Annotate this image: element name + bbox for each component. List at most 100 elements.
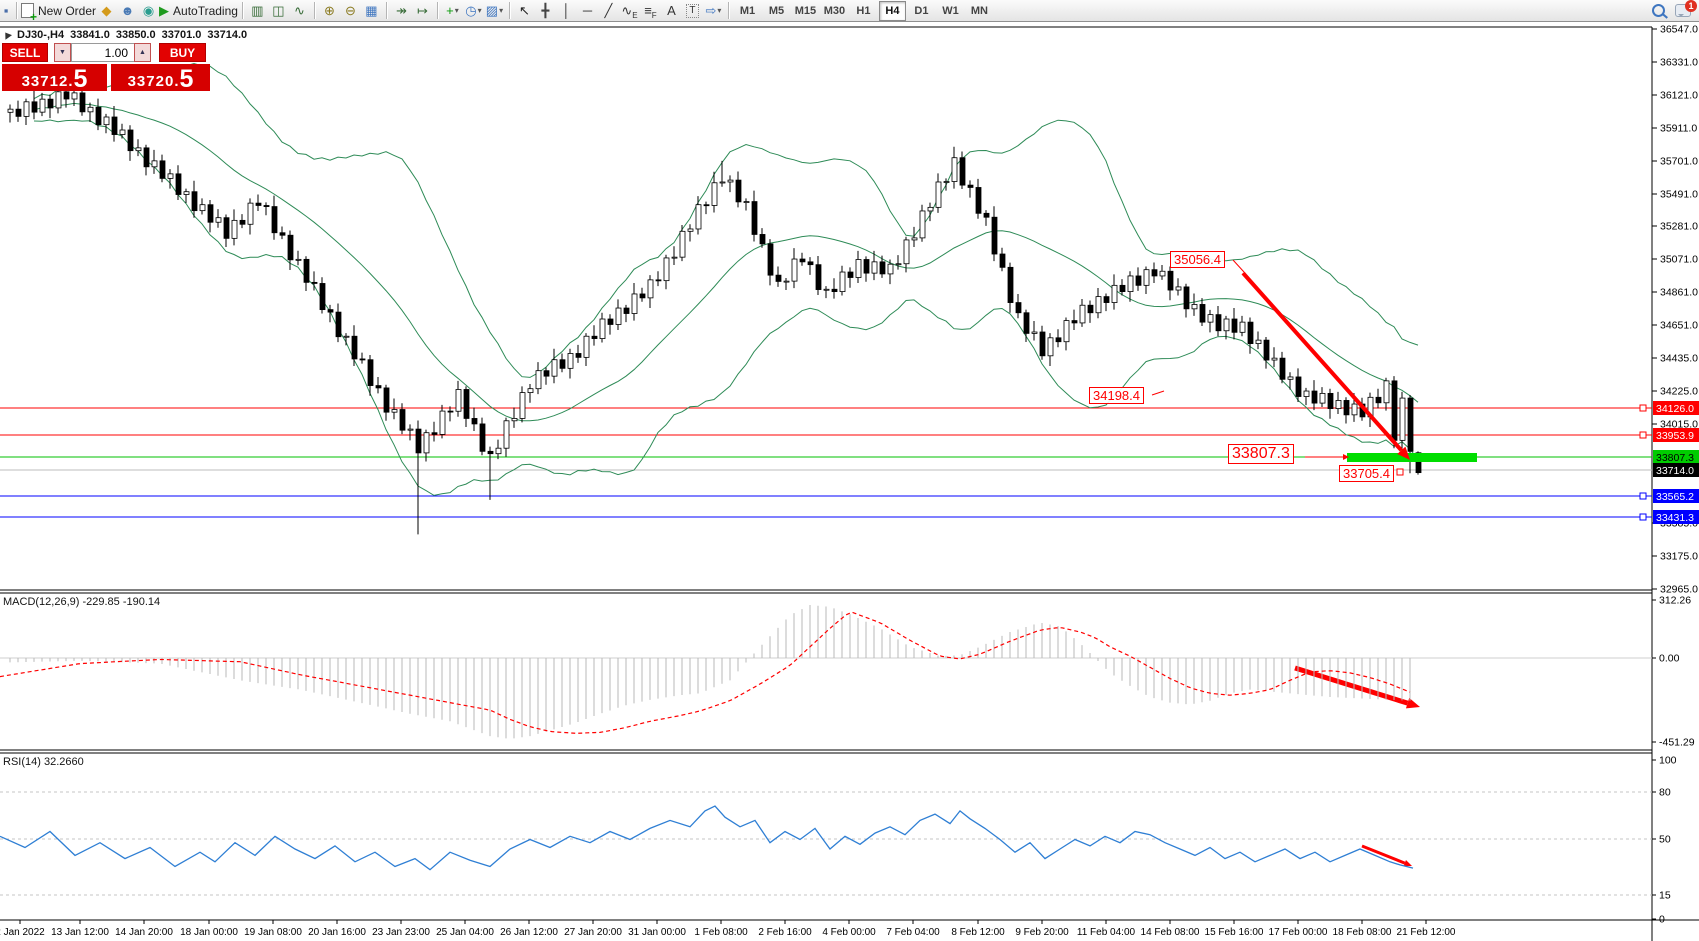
candle-body [367, 359, 374, 386]
candle-body [1023, 312, 1030, 334]
volume-input[interactable] [71, 43, 134, 62]
price-tick-label: 35071.0 [1660, 254, 1698, 266]
trendline-annotation [1241, 271, 1403, 452]
auto-scroll-icon[interactable]: ↠ [391, 1, 412, 20]
candlestick-chart-icon[interactable]: ◫ [268, 1, 289, 20]
price-label-annotation[interactable]: 35056.4 [1170, 251, 1225, 268]
autotrading-button[interactable]: ▶ AutoTrading [159, 1, 238, 20]
arrows-tool-icon[interactable]: ⇨ ▾ [703, 1, 724, 20]
candle-body [1327, 392, 1334, 409]
candle-body [1047, 337, 1054, 357]
timeframe-d1-button[interactable]: D1 [914, 4, 929, 17]
timeframe-h1-button[interactable]: H1 [856, 4, 871, 17]
candle-body [1375, 396, 1382, 404]
zoom-out-icon[interactable]: ⊖ [340, 1, 361, 20]
candle-body [103, 116, 110, 126]
price-tag-label: 33953.9 [1656, 430, 1694, 442]
candle-body [295, 258, 302, 261]
sell-price[interactable]: 33712. 5 [2, 64, 107, 92]
templates-button[interactable]: ▨ ▾ [484, 1, 505, 20]
chat-icon[interactable]: 1 [1675, 0, 1697, 17]
candle-body [375, 385, 382, 389]
price-tick-label: 32965.0 [1660, 584, 1698, 596]
candle-body [503, 420, 510, 449]
line-chart-icon[interactable]: ∿ [289, 1, 310, 20]
sell-button[interactable]: SELL [2, 43, 48, 62]
price-label-annotation[interactable]: 33705.4 [1339, 465, 1394, 482]
equidistant-channel-icon[interactable]: ∿ E [621, 3, 638, 20]
timeframe-w1-button[interactable]: W1 [942, 4, 959, 17]
buy-button[interactable]: BUY [159, 43, 206, 62]
candle-body [1159, 270, 1166, 277]
fibonacci-icon: ≡ [644, 3, 652, 18]
candle-body [1295, 376, 1302, 397]
candle-body [1063, 320, 1070, 343]
profile-icon: ☻ [120, 3, 135, 18]
horizontal-line-icon[interactable]: ─ [577, 1, 598, 20]
timeframe-mn-button[interactable]: MN [970, 4, 988, 17]
periods-button[interactable]: ◷ ▾ [463, 1, 484, 20]
trendline-icon[interactable]: ╱ [598, 1, 619, 20]
timeframe-m30-button[interactable]: M30 [823, 4, 846, 17]
timeframe-m15-button[interactable]: M15 [794, 4, 817, 17]
rsi-indicator-label: RSI(14) 32.2660 [3, 756, 84, 768]
price-label-annotation[interactable]: 33807.3 [1228, 444, 1294, 464]
candle-body [1303, 390, 1310, 397]
candle-body [1319, 392, 1326, 404]
price-tag [1653, 510, 1699, 524]
timeframe-m5-button[interactable]: M5 [768, 4, 785, 17]
buy-price[interactable]: 33720. 5 [111, 64, 210, 92]
candle-body [823, 288, 830, 291]
candle-body [671, 256, 678, 259]
candle-body [447, 410, 454, 413]
candle-body [439, 410, 446, 435]
candle-body [223, 217, 230, 239]
new-order-button[interactable]: New Order [21, 1, 96, 22]
price-label-annotation[interactable]: 34198.4 [1089, 387, 1144, 404]
bar-chart-icon[interactable]: ▥ [247, 1, 268, 20]
price-tick-label: 34015.0 [1660, 419, 1698, 431]
timeframe-h4-button[interactable]: H4 [878, 0, 906, 21]
chart-window-icon[interactable]: ▪ [0, 1, 12, 20]
chart-shift-icon[interactable]: ↦ [412, 1, 433, 20]
volume-decrease-button[interactable]: ▼ [54, 43, 71, 62]
crosshair-icon[interactable]: ╋ [535, 1, 556, 20]
terminal-icon[interactable]: ◆ [96, 1, 117, 20]
cursor-icon[interactable]: ↖ [514, 1, 535, 20]
candle-body [1039, 331, 1046, 357]
timeframe-m1-button[interactable]: M1 [739, 4, 756, 17]
candle-body [1199, 304, 1206, 323]
price-tick-label: 36331.0 [1660, 57, 1698, 69]
line-handle [1639, 431, 1647, 439]
text-label-icon[interactable]: T [682, 1, 703, 20]
time-axis-label: 25 Jan 04:00 [436, 927, 494, 938]
profile-icon[interactable]: ☻ [117, 1, 138, 20]
candle-body [87, 106, 94, 113]
text-icon[interactable]: A [661, 1, 682, 20]
candle-body [719, 181, 726, 184]
new-order-icon [21, 3, 37, 22]
volume-increase-button[interactable]: ▲ [134, 43, 151, 62]
candle-body [463, 389, 470, 419]
candle-body [55, 91, 62, 109]
rsi-axis-label: 50 [1659, 834, 1671, 846]
vertical-line-icon[interactable]: │ [556, 1, 577, 20]
candle-body [1351, 403, 1358, 416]
candle-body [1279, 357, 1286, 380]
vertical-line-icon: │ [562, 3, 571, 18]
signals-icon[interactable]: ◉ [138, 1, 159, 20]
tile-windows-icon: ▦ [365, 3, 378, 18]
candle-body [199, 204, 206, 212]
fibonacci-icon[interactable]: ≡ F [644, 3, 657, 20]
candle-body [919, 210, 926, 239]
zoom-in-icon[interactable]: ⊕ [319, 1, 340, 20]
chevron-down-icon: ▾ [477, 6, 482, 15]
indicators-button[interactable]: + ▾ [442, 1, 463, 20]
candle-body [7, 108, 14, 113]
line-handle [1639, 513, 1647, 521]
candle-body [887, 263, 894, 275]
search-icon[interactable] [1652, 4, 1665, 17]
tile-windows-icon[interactable]: ▦ [361, 1, 382, 20]
candle-body [999, 253, 1006, 268]
